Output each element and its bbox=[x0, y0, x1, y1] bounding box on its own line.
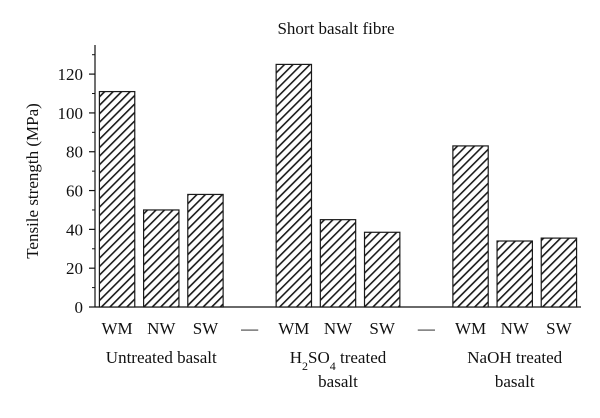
group-label: NaOH treated bbox=[467, 348, 562, 367]
x-category-label: NW bbox=[147, 319, 176, 338]
y-tick-label: 120 bbox=[58, 65, 84, 84]
group-labels: Untreated basalt H2SO4 treatedbasaltNaOH … bbox=[106, 348, 563, 391]
x-category-label: SW bbox=[193, 319, 219, 338]
bar bbox=[363, 231, 401, 308]
x-category-label: — bbox=[240, 319, 259, 338]
bar bbox=[187, 193, 224, 308]
y-tick-label: 40 bbox=[66, 220, 83, 239]
category-labels: WM NW SW — WM NW SW — WM NW SW bbox=[102, 319, 573, 338]
group-label: Untreated basalt bbox=[106, 348, 217, 367]
x-category-label: WM bbox=[278, 319, 309, 338]
x-category-label: NW bbox=[501, 319, 530, 338]
y-tick-label: 0 bbox=[75, 298, 84, 317]
x-category-label: WM bbox=[102, 319, 133, 338]
group-label: basalt bbox=[318, 372, 358, 391]
bar bbox=[275, 63, 313, 308]
x-category-label: — bbox=[417, 319, 436, 338]
y-tick-label: 80 bbox=[66, 143, 83, 162]
x-category-label: WM bbox=[455, 319, 486, 338]
x-category-label: NW bbox=[324, 319, 353, 338]
group-label: basalt bbox=[495, 372, 535, 391]
bar bbox=[319, 219, 357, 308]
y-tick-label: 60 bbox=[66, 182, 83, 201]
y-tick-label: 100 bbox=[58, 104, 84, 123]
bar bbox=[496, 240, 533, 308]
x-category-label: SW bbox=[369, 319, 395, 338]
bar bbox=[452, 145, 489, 308]
y-axis-label: Tensile strength (MPa) bbox=[23, 103, 42, 259]
bar bbox=[98, 90, 136, 308]
y-tick-label: 20 bbox=[66, 259, 83, 278]
bar bbox=[143, 209, 180, 308]
bars bbox=[98, 63, 578, 308]
chart-title: Short basalt fibre bbox=[277, 19, 394, 38]
bar bbox=[540, 237, 578, 308]
group-label: H2SO4 treated bbox=[290, 348, 387, 373]
x-category-label: SW bbox=[546, 319, 572, 338]
